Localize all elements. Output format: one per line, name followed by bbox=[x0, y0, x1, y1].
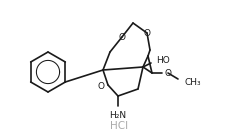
Text: O: O bbox=[97, 81, 104, 90]
Text: H₂N: H₂N bbox=[109, 111, 127, 120]
Text: O: O bbox=[119, 33, 125, 42]
Text: O: O bbox=[165, 69, 172, 78]
Text: HO: HO bbox=[156, 55, 170, 64]
Text: CH₃: CH₃ bbox=[185, 78, 202, 86]
Text: O: O bbox=[144, 28, 150, 38]
Text: HCl: HCl bbox=[110, 121, 128, 131]
